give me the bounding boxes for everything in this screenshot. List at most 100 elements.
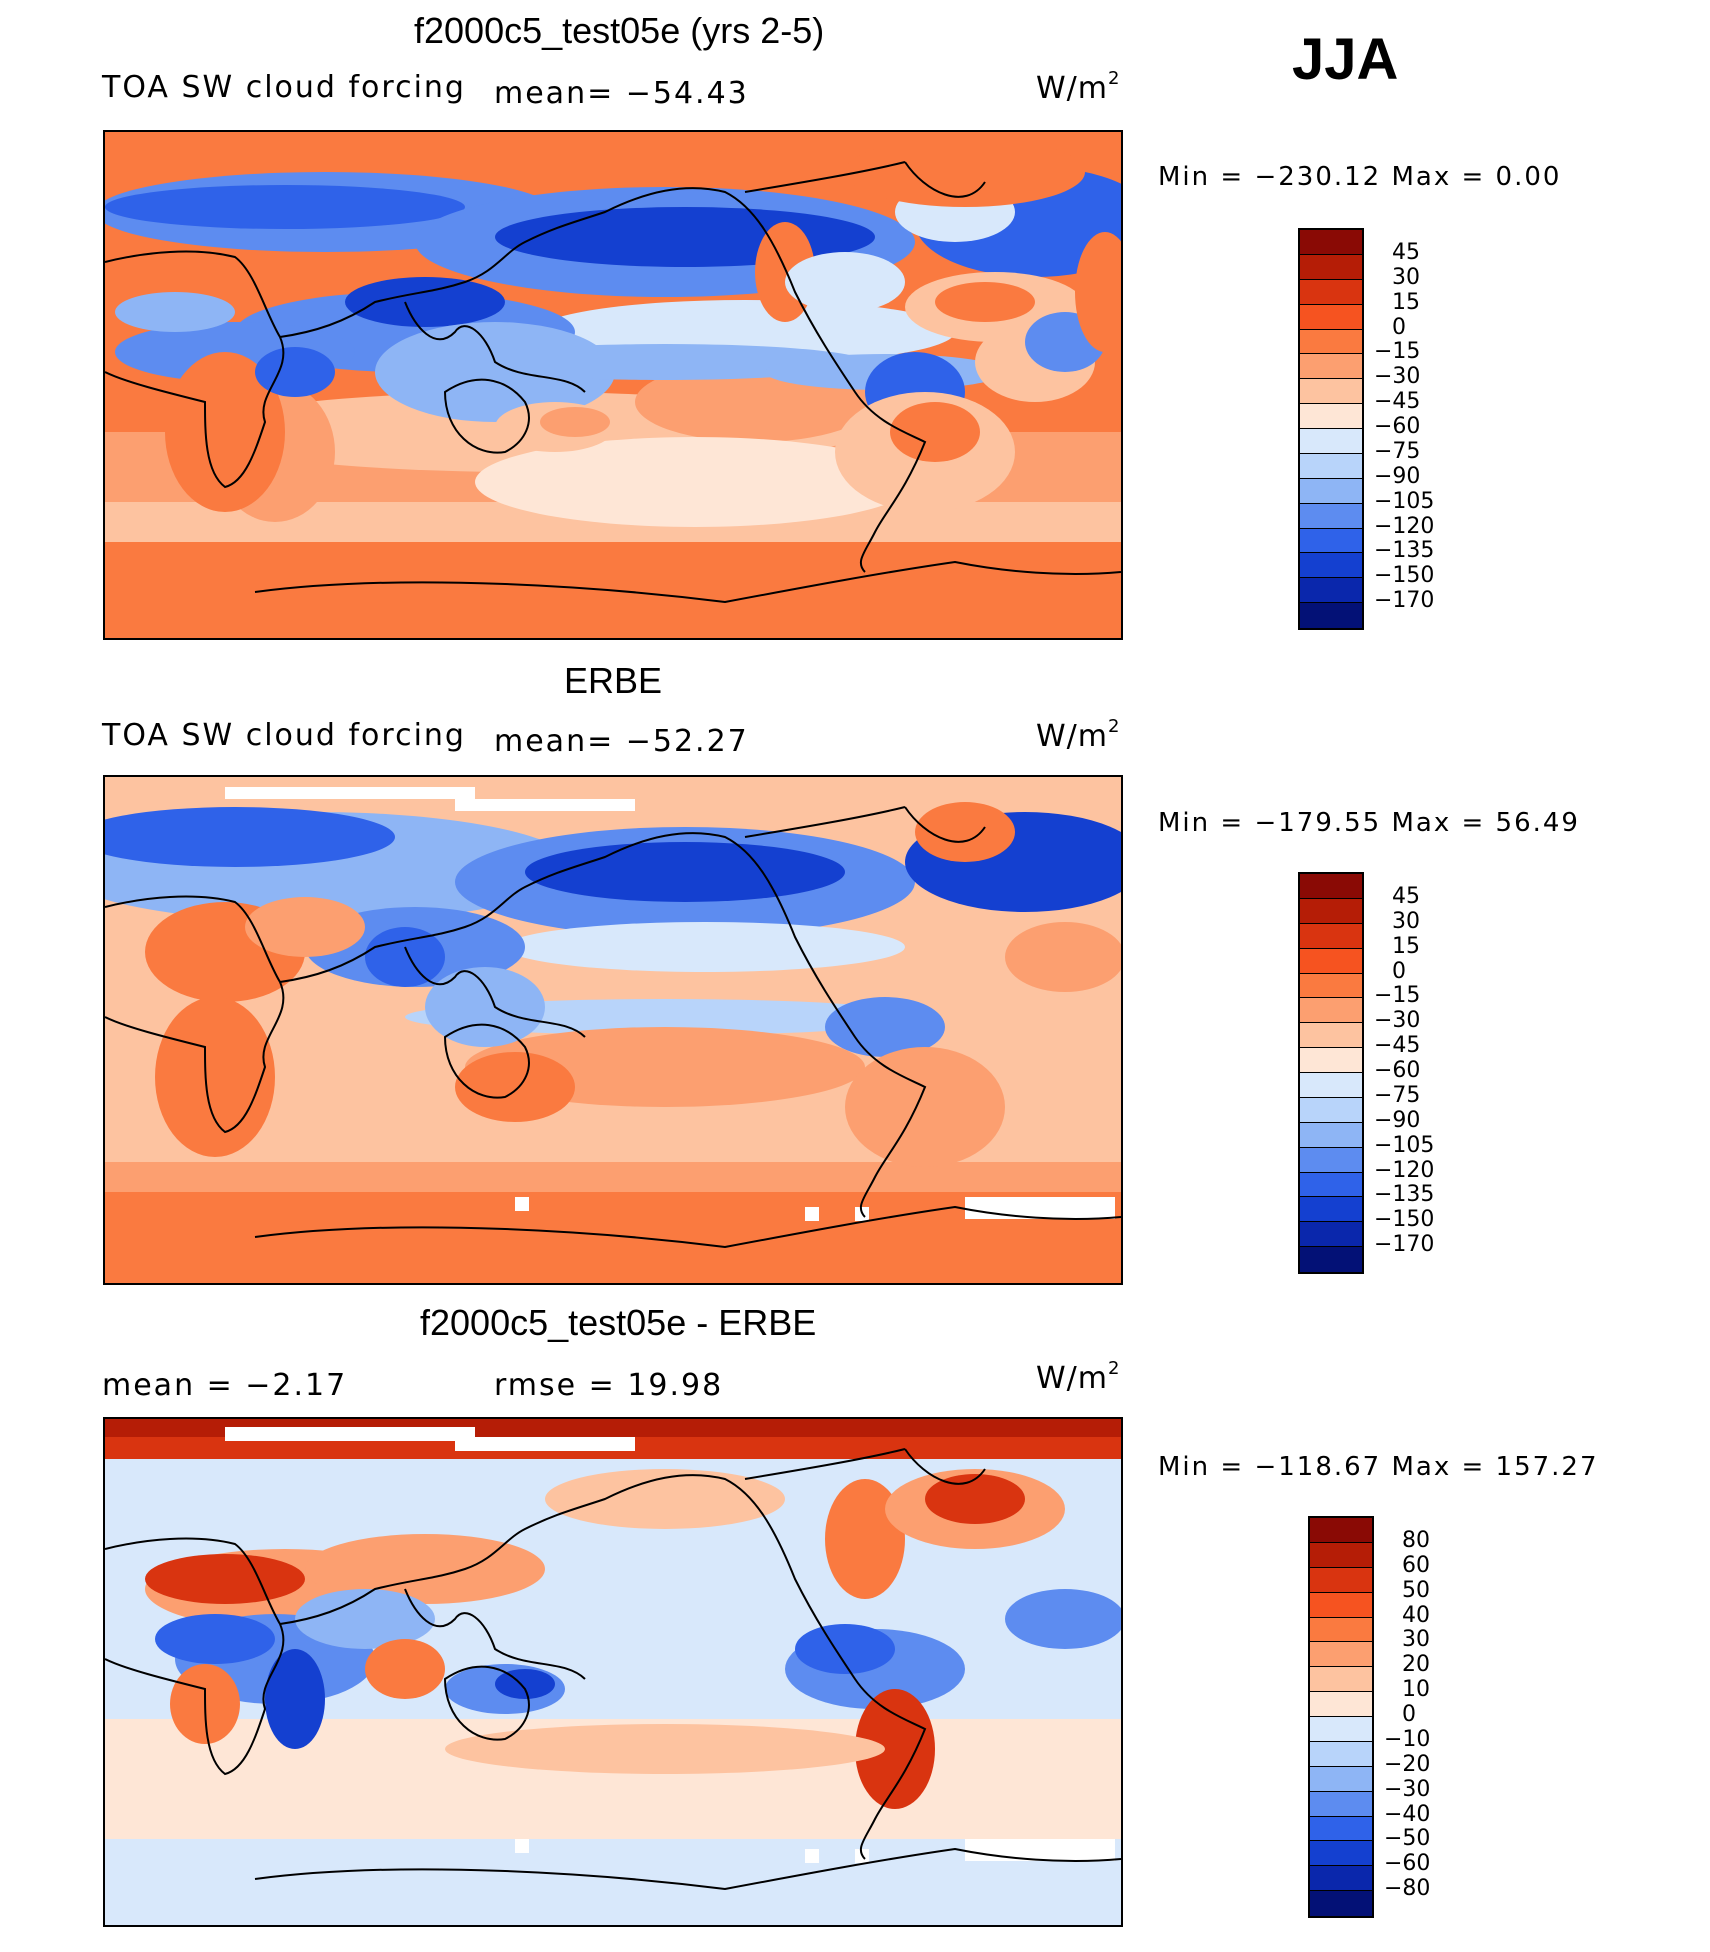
panel1-title: f2000c5_test05e (yrs 2-5) xyxy=(414,10,825,51)
colorbar-swatch xyxy=(1300,503,1362,529)
colorbar-swatch xyxy=(1310,1866,1372,1892)
colorbar-tick-label: −120 xyxy=(1374,513,1435,539)
colorbar-swatch xyxy=(1300,1097,1362,1123)
colorbar-swatch xyxy=(1300,898,1362,924)
panel1-colorbar xyxy=(1298,228,1364,630)
panel1-mean: mean= −54.43 xyxy=(494,76,749,111)
colorbar-swatch xyxy=(1300,1122,1362,1148)
colorbar-swatch xyxy=(1300,254,1362,280)
colorbar-swatch xyxy=(1310,1592,1372,1618)
colorbar-tick-label: −170 xyxy=(1374,1232,1435,1258)
panel1-map-field xyxy=(105,132,1121,638)
colorbar-swatch xyxy=(1310,1717,1372,1742)
colorbar-tick-label: 0 xyxy=(1392,958,1406,984)
colorbar-swatch xyxy=(1300,874,1362,899)
colorbar-swatch xyxy=(1300,1073,1362,1098)
colorbar-tick-label: −50 xyxy=(1384,1826,1431,1852)
colorbar-tick-label: −105 xyxy=(1374,1132,1435,1158)
colorbar-swatch xyxy=(1310,1567,1372,1593)
panel2-units: W/m2 xyxy=(1036,716,1121,754)
colorbar-swatch xyxy=(1300,923,1362,949)
colorbar-swatch xyxy=(1310,1891,1372,1916)
colorbar-tick-label: −45 xyxy=(1374,1033,1421,1059)
colorbar-tick-label: 15 xyxy=(1392,289,1420,315)
panel3-colorbar xyxy=(1308,1516,1374,1918)
colorbar-swatch xyxy=(1300,998,1362,1024)
panel2-title: ERBE xyxy=(564,660,663,701)
colorbar-tick-label: −75 xyxy=(1374,1082,1421,1108)
colorbar-tick-label: −10 xyxy=(1384,1726,1431,1752)
panel1-field-label: TOA SW cloud forcing xyxy=(102,70,466,105)
colorbar-tick-label: −15 xyxy=(1374,339,1421,365)
panel3-rmse: rmse = 19.98 xyxy=(494,1368,724,1403)
colorbar-tick-label: 10 xyxy=(1402,1677,1430,1703)
colorbar-tick-label: −120 xyxy=(1374,1157,1435,1183)
panel3-units: W/m2 xyxy=(1036,1358,1121,1396)
colorbar-swatch xyxy=(1300,230,1362,255)
colorbar-tick-label: 40 xyxy=(1402,1602,1430,1628)
panel3-mean: mean = −2.17 xyxy=(102,1368,348,1403)
colorbar-swatch xyxy=(1300,553,1362,579)
colorbar-swatch xyxy=(1310,1642,1372,1668)
colorbar-swatch xyxy=(1300,379,1362,405)
colorbar-tick-label: −30 xyxy=(1374,1008,1421,1034)
colorbar-swatch xyxy=(1300,1197,1362,1223)
colorbar-tick-label: −60 xyxy=(1374,414,1421,439)
colorbar-tick-label: −90 xyxy=(1374,463,1421,489)
colorbar-swatch xyxy=(1300,528,1362,554)
colorbar-swatch xyxy=(1300,1023,1362,1049)
colorbar-swatch xyxy=(1300,1222,1362,1248)
colorbar-tick-label: 45 xyxy=(1392,883,1420,909)
colorbar-tick-label: −60 xyxy=(1384,1851,1431,1877)
colorbar-swatch xyxy=(1300,1247,1362,1272)
colorbar-tick-label: −80 xyxy=(1384,1876,1431,1902)
colorbar-tick-label: 80 xyxy=(1402,1527,1430,1553)
colorbar-swatch xyxy=(1310,1617,1372,1643)
colorbar-tick-label: −40 xyxy=(1384,1801,1431,1827)
colorbar-tick-label: 30 xyxy=(1402,1627,1430,1653)
colorbar-swatch xyxy=(1300,429,1362,454)
panel2-colorbar xyxy=(1298,872,1364,1274)
colorbar-tick-label: −90 xyxy=(1374,1107,1421,1133)
colorbar-swatch xyxy=(1310,1667,1372,1693)
colorbar-tick-label: 50 xyxy=(1402,1577,1430,1603)
colorbar-tick-label: −170 xyxy=(1374,588,1435,614)
colorbar-swatch xyxy=(1300,948,1362,974)
colorbar-swatch xyxy=(1310,1841,1372,1867)
panel3-map xyxy=(103,1417,1123,1927)
colorbar-swatch xyxy=(1300,603,1362,628)
colorbar-swatch xyxy=(1300,578,1362,604)
colorbar-tick-label: −135 xyxy=(1374,1182,1435,1208)
colorbar-tick-label: 45 xyxy=(1392,239,1420,265)
panel2-map-field xyxy=(105,777,1121,1283)
colorbar-tick-label: 15 xyxy=(1392,933,1420,959)
colorbar-tick-label: 0 xyxy=(1402,1702,1416,1727)
colorbar-tick-label: −20 xyxy=(1384,1751,1431,1777)
panel2-map xyxy=(103,775,1123,1285)
colorbar-tick-label: 60 xyxy=(1402,1552,1430,1578)
colorbar-swatch xyxy=(1300,304,1362,330)
colorbar-swatch xyxy=(1300,329,1362,355)
colorbar-swatch xyxy=(1300,354,1362,380)
panel2-minmax: Min = −179.55 Max = 56.49 xyxy=(1158,808,1580,838)
panel3-map-field xyxy=(105,1419,1121,1925)
colorbar-tick-label: 0 xyxy=(1392,314,1406,340)
colorbar-tick-label: 30 xyxy=(1392,908,1420,934)
panel1-minmax: Min = −230.12 Max = 0.00 xyxy=(1158,162,1562,192)
colorbar-tick-label: −45 xyxy=(1374,389,1421,415)
colorbar-tick-label: −30 xyxy=(1374,364,1421,390)
colorbar-tick-label: −30 xyxy=(1384,1776,1431,1802)
season-label: JJA xyxy=(1292,27,1399,92)
colorbar-swatch xyxy=(1310,1518,1372,1543)
colorbar-tick-label: −135 xyxy=(1374,538,1435,564)
colorbar-swatch xyxy=(1310,1692,1372,1717)
colorbar-swatch xyxy=(1300,404,1362,429)
colorbar-tick-label: −60 xyxy=(1374,1058,1421,1083)
colorbar-swatch xyxy=(1300,279,1362,305)
colorbar-tick-label: −75 xyxy=(1374,438,1421,464)
colorbar-swatch xyxy=(1300,1172,1362,1198)
colorbar-swatch xyxy=(1300,1147,1362,1173)
colorbar-swatch xyxy=(1310,1542,1372,1568)
colorbar-tick-label: −105 xyxy=(1374,488,1435,514)
colorbar-tick-label: −150 xyxy=(1374,563,1435,589)
